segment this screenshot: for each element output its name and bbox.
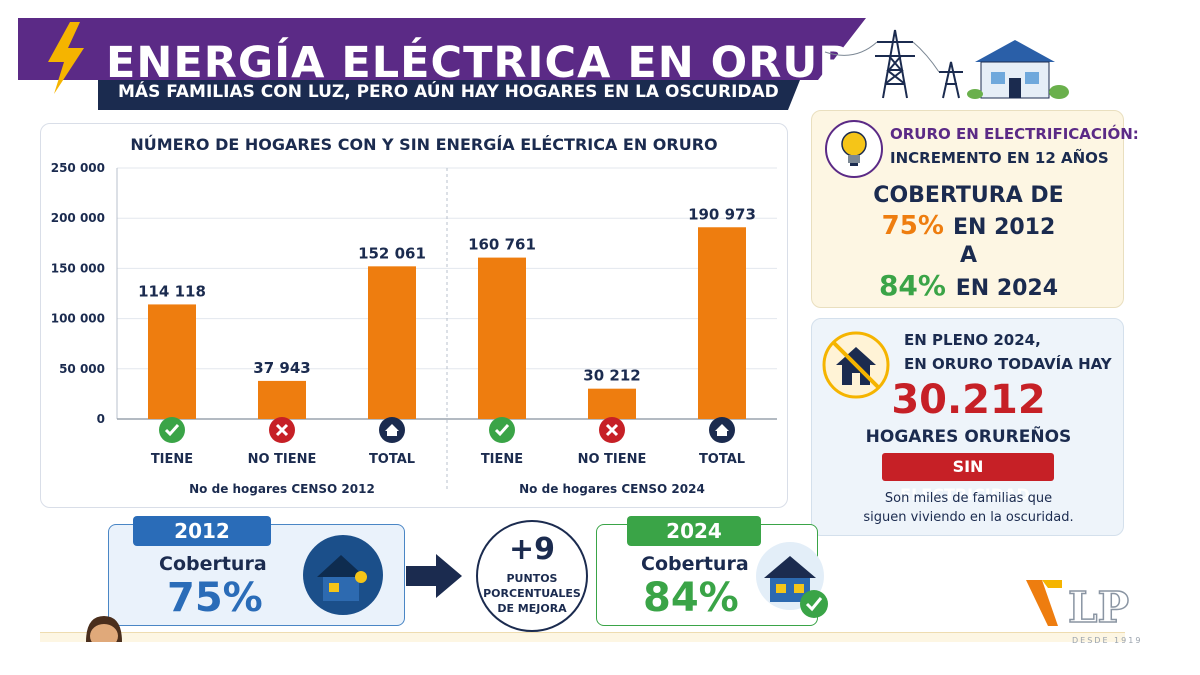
group-label: No de hogares CENSO 2024 bbox=[519, 482, 705, 496]
electrification-panel: ORURO EN ELECTRIFICACIÓN: INCREMENTO EN … bbox=[811, 110, 1139, 308]
house-illustration-icon bbox=[967, 40, 1069, 99]
pct-2024: 84% bbox=[878, 269, 946, 302]
header-background bbox=[18, 18, 866, 110]
chart-title: NÚMERO DE HOGARES CON Y SIN ENERGÍA ELÉC… bbox=[130, 135, 717, 154]
x-category-label: TIENE bbox=[151, 452, 193, 467]
darkness-line-3: HOGARES ORUREÑOS bbox=[865, 427, 1072, 447]
bar-value-label: 37 943 bbox=[253, 359, 310, 377]
coverage-label: COBERTURA DE bbox=[873, 183, 1064, 208]
logo-text: LP bbox=[1068, 583, 1129, 632]
y-tick-label: 100 000 bbox=[51, 312, 105, 326]
no-electricity-panel: EN PLENO 2024, EN ORURO TODAVÍA HAY 30.2… bbox=[811, 318, 1124, 536]
bar bbox=[698, 227, 746, 419]
coverage-2012-line: 75% EN 2012 bbox=[812, 211, 1125, 241]
page-title: ENERGÍA ELÉCTRICA EN ORURO bbox=[106, 38, 890, 88]
year-tab-2012: 2012 bbox=[133, 516, 271, 546]
chart-panel: NÚMERO DE HOGARES CON Y SIN ENERGÍA ELÉC… bbox=[40, 123, 788, 508]
y-tick-label: 0 bbox=[97, 412, 105, 426]
power-tower-icon bbox=[875, 29, 915, 99]
electrification-heading-2: INCREMENTO EN 12 AÑOS bbox=[890, 149, 1109, 167]
logo-subtitle: DESDE 1919 bbox=[1072, 636, 1143, 645]
bar-value-label: 152 061 bbox=[358, 244, 426, 262]
coverage-2012-label: Cobertura bbox=[159, 553, 267, 575]
bar-value-label: 160 761 bbox=[468, 236, 536, 254]
small-tower-icon bbox=[939, 61, 963, 99]
person-avatar-icon bbox=[86, 616, 122, 642]
darkness-line-1: EN PLENO 2024, bbox=[904, 331, 1041, 349]
house-icon bbox=[709, 417, 735, 443]
header-banner: ENERGÍA ELÉCTRICA EN ORURO MÁS FAMILIAS … bbox=[18, 18, 889, 110]
x-category-label: NO TIENE bbox=[578, 452, 647, 467]
check-icon bbox=[489, 417, 515, 443]
no-electricity-badge: SIN ELECTRICIDAD. bbox=[882, 453, 1054, 504]
x-category-label: TIENE bbox=[481, 452, 523, 467]
darkness-line-2: EN ORURO TODAVÍA HAY bbox=[904, 355, 1112, 373]
coverage-2024-line: 84% EN 2024 bbox=[812, 269, 1125, 302]
lp-logo: LP bbox=[1026, 580, 1130, 633]
households-without-count: 30.212 bbox=[891, 377, 1046, 423]
house-lightbulb-icon bbox=[303, 535, 383, 615]
x-category-label: NO TIENE bbox=[248, 452, 317, 467]
darkness-note-2: siguen viviendo en la oscuridad. bbox=[863, 510, 1074, 525]
bottom-strip bbox=[40, 632, 1125, 642]
house-icon bbox=[379, 417, 405, 443]
bar-value-label: 114 118 bbox=[138, 282, 206, 300]
bar-chart: NÚMERO DE HOGARES CON Y SIN ENERGÍA ELÉC… bbox=[51, 135, 777, 496]
y-tick-label: 50 000 bbox=[59, 362, 105, 376]
year-2024-text: EN 2024 bbox=[955, 276, 1059, 301]
bar bbox=[588, 388, 636, 419]
improvement-badge: +9 PUNTOS PORCENTUALES DE MEJORA bbox=[476, 520, 588, 632]
coverage-2012-value: 75% bbox=[167, 575, 263, 621]
bar bbox=[148, 304, 196, 419]
lightning-bolt-icon bbox=[48, 22, 84, 94]
x-category-label: TOTAL bbox=[699, 452, 745, 467]
page-subtitle: MÁS FAMILIAS CON LUZ, PERO AÚN HAY HOGAR… bbox=[118, 82, 779, 102]
y-tick-label: 250 000 bbox=[51, 161, 105, 175]
coverage-2024-value: 84% bbox=[643, 575, 739, 621]
year-2012-text: EN 2012 bbox=[952, 215, 1056, 240]
bar-value-label: 190 973 bbox=[688, 205, 756, 223]
year-tab-2024: 2024 bbox=[627, 516, 761, 546]
electrification-heading-1: ORURO EN ELECTRIFICACIÓN: bbox=[890, 125, 1139, 143]
improvement-value: +9 bbox=[508, 532, 555, 567]
improvement-line-2: PORCENTUALES bbox=[483, 587, 581, 600]
lightbulb-icon bbox=[825, 120, 883, 178]
y-tick-label: 150 000 bbox=[51, 261, 105, 275]
lit-house-check-icon bbox=[756, 542, 828, 618]
bar bbox=[368, 266, 416, 419]
bar-value-label: 30 212 bbox=[583, 367, 640, 385]
group-label: No de hogares CENSO 2012 bbox=[189, 482, 375, 496]
coverage-2024-label: Cobertura bbox=[641, 553, 749, 575]
bar bbox=[258, 380, 306, 419]
power-lines-scene bbox=[824, 29, 1069, 99]
y-tick-label: 200 000 bbox=[51, 211, 105, 225]
pct-2012: 75% bbox=[881, 211, 944, 241]
cross-icon bbox=[599, 417, 625, 443]
x-category-label: TOTAL bbox=[369, 452, 415, 467]
no-electricity-house-icon bbox=[822, 331, 890, 399]
cross-icon bbox=[269, 417, 295, 443]
improvement-line-3: DE MEJORA bbox=[497, 602, 567, 615]
connector-text: A bbox=[959, 243, 978, 268]
improvement-line-1: PUNTOS bbox=[506, 572, 558, 585]
progress-arrow-icon bbox=[406, 554, 462, 598]
darkness-note-1: Son miles de familias que bbox=[884, 491, 1053, 506]
check-icon bbox=[159, 417, 185, 443]
coverage-2012-card: 2012 Cobertura 75% bbox=[108, 516, 405, 626]
bar bbox=[478, 257, 526, 419]
